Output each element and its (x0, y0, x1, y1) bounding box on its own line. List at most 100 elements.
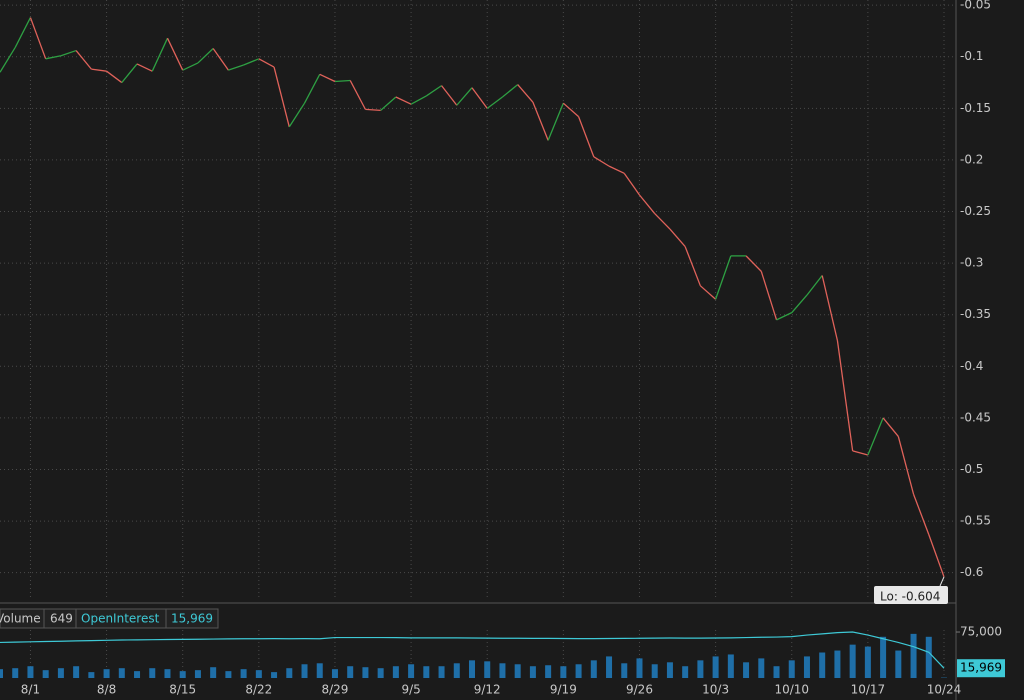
volume-bar (514, 664, 521, 678)
price-segment (243, 58, 260, 66)
volume-value: 649 (50, 612, 73, 626)
oi-label: OpenInterest (81, 612, 160, 626)
volume-bar (666, 662, 673, 678)
volume-bar (362, 667, 369, 678)
price-segment (197, 48, 214, 64)
oi-line (0, 631, 945, 669)
volume-bar (925, 636, 932, 678)
y-tick-label: -0.05 (960, 0, 991, 12)
volume-bar (118, 668, 125, 678)
price-segment (821, 275, 839, 341)
price-segment (882, 417, 899, 437)
price-segment (699, 285, 717, 300)
y-tick-label: -0.6 (960, 565, 983, 579)
price-segment (852, 450, 869, 456)
volume-bar (103, 669, 110, 678)
price-segment (395, 96, 412, 105)
volume-bar (758, 658, 765, 678)
volume-bar (712, 656, 719, 678)
volume-bar (331, 669, 338, 678)
volume-bar (316, 663, 323, 678)
volume-bar (12, 668, 19, 678)
volume-bar (545, 665, 552, 678)
volume-bar (651, 664, 658, 678)
price-segment (867, 417, 884, 456)
oi-value: 15,969 (171, 612, 213, 626)
x-tick-label: 8/29 (321, 683, 348, 697)
oi-last-label: 15,969 (960, 661, 1002, 675)
price-segment (136, 63, 153, 72)
x-tick-label: 10/3 (702, 683, 729, 697)
volume-bar (529, 666, 536, 678)
lo-pointer (939, 576, 945, 587)
volume-bar (149, 668, 156, 678)
volume-bar (575, 664, 582, 678)
price-segment (928, 534, 945, 578)
price-segment (897, 436, 915, 495)
x-tick-label: 10/17 (851, 683, 886, 697)
price-segment (441, 85, 458, 106)
volume-bar (621, 663, 628, 678)
price-segment (273, 66, 290, 128)
volume-bar (408, 664, 415, 678)
price-segment (0, 47, 16, 73)
y-tick-label: -0.2 (960, 152, 983, 166)
volume-bar (727, 654, 734, 678)
volume-bar (347, 666, 354, 678)
volume-bar (484, 661, 491, 678)
y-tick-label: -0.3 (960, 256, 983, 270)
y-tick-label: -0.45 (960, 410, 991, 424)
volume-bar (560, 666, 567, 678)
y-tick-label: -0.15 (960, 101, 991, 115)
lo-box (874, 586, 948, 604)
y-tick-label: -0.5 (960, 462, 983, 476)
price-segment (288, 102, 306, 128)
volume-bar (469, 660, 475, 678)
volume-bar (301, 664, 308, 678)
price-segment (638, 194, 656, 214)
volume-bar (682, 666, 689, 678)
price-segment (562, 102, 580, 118)
price-segment (60, 49, 77, 57)
price-segment (106, 70, 123, 84)
price-segment (776, 312, 793, 321)
volume-bar (697, 660, 704, 678)
volume-bar (255, 670, 262, 678)
price-segment (212, 48, 229, 71)
price-segment (471, 87, 488, 109)
price-segment (151, 37, 169, 72)
volume-bar (392, 666, 399, 678)
x-tick-label: 9/19 (550, 683, 577, 697)
price-segment (75, 50, 92, 70)
x-tick-label: 8/8 (97, 683, 116, 697)
readout-header: Volume 649 OpenInterest 15,969 (0, 608, 219, 629)
x-tick-label: 8/1 (21, 683, 40, 697)
volume-bar (849, 644, 856, 678)
price-segment (593, 156, 610, 167)
y-tick-label: -0.55 (960, 514, 991, 528)
volume-bar (210, 667, 217, 678)
price-segment (532, 101, 549, 141)
volume-bar (864, 646, 871, 678)
price-segment (121, 63, 138, 83)
readout-box (165, 608, 219, 629)
volume-bar (286, 668, 293, 678)
volume-bar (225, 671, 232, 678)
price-segment (517, 84, 534, 103)
y-tick-label: -0.1 (960, 49, 983, 63)
y-tick-label: -0.25 (960, 204, 991, 218)
volume-bar (606, 656, 613, 678)
price-segment (608, 165, 625, 174)
lo-annotation: Lo: -0.604 (880, 590, 940, 604)
volume-bar (0, 669, 3, 678)
price-segment (791, 294, 808, 314)
y-tick-label: -0.4 (960, 359, 983, 373)
x-tick-label: 8/15 (169, 683, 196, 697)
price-segment (319, 73, 336, 83)
volume-bar (743, 662, 750, 678)
x-tick-label: 9/5 (401, 683, 420, 697)
price-segment (425, 85, 442, 97)
volume-bar (27, 666, 34, 678)
